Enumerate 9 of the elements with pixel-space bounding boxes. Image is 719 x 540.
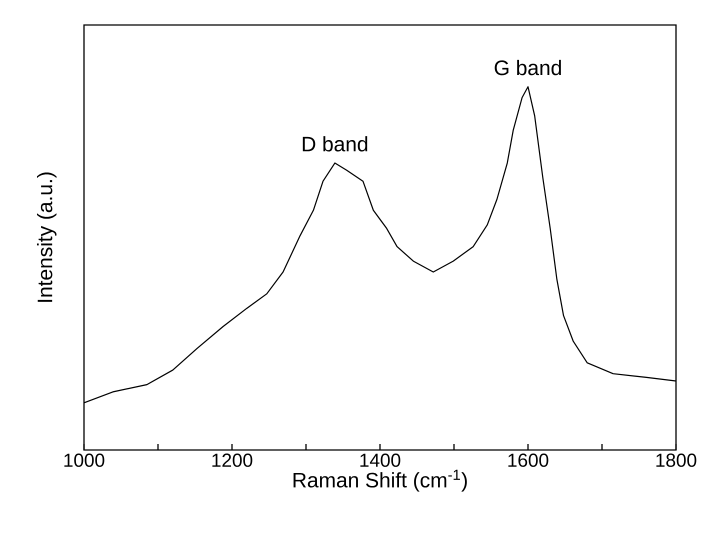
x-tick-label: 1000 bbox=[64, 454, 104, 467]
x-tick-label: 1400 bbox=[360, 454, 400, 467]
x-tick-label: 1800 bbox=[656, 454, 696, 467]
x-tick-label: 1600 bbox=[508, 454, 548, 467]
x-tick-label: 1200 bbox=[212, 454, 252, 467]
y-axis-title: Intensity (a.u.) bbox=[36, 172, 56, 302]
annotation: G band bbox=[494, 60, 561, 76]
x-axis-title: Raman Shift (cm$^{-1}$) bbox=[294, 470, 467, 492]
annotation: D band bbox=[302, 136, 368, 152]
